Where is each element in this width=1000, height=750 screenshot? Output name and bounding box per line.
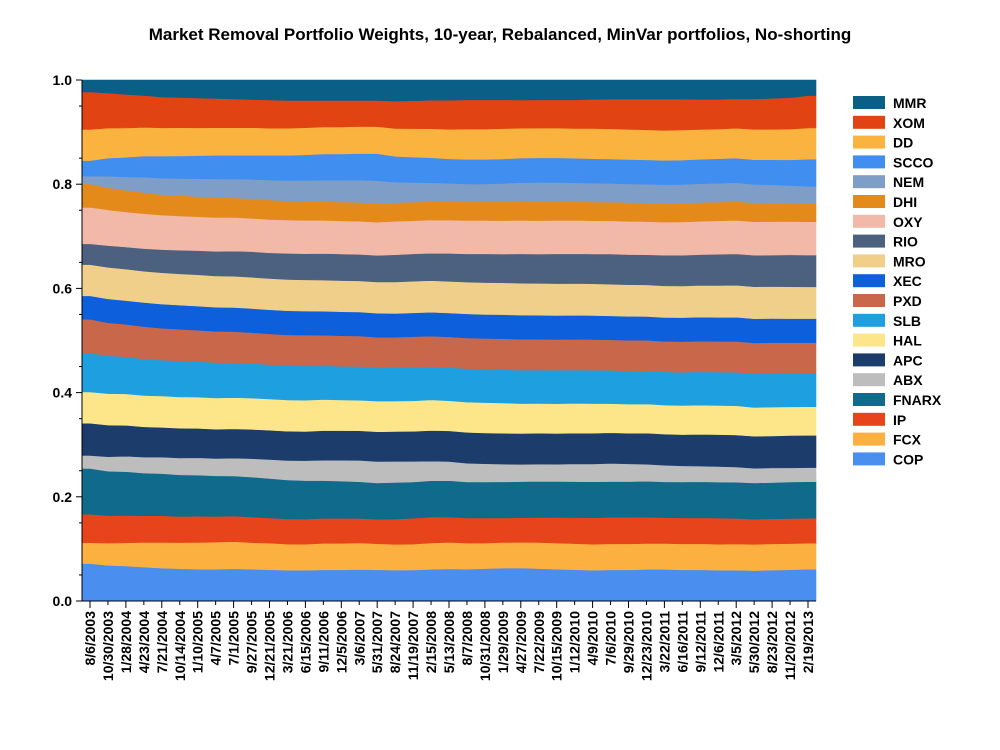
x-tick-label: 8/7/2008 [459,611,475,666]
x-tick-label: 10/30/2003 [100,611,116,681]
x-tick-label: 7/22/2009 [531,611,547,673]
x-tick-label: 5/31/2007 [369,611,385,673]
legend-label-fnarx: FNARX [893,392,942,408]
legend-label-oxy: OXY [893,214,923,230]
area-series-group [81,79,817,602]
y-tick-label: 0.8 [53,176,73,192]
x-tick-label: 4/27/2009 [513,611,529,673]
x-tick-label: 2/19/2013 [800,611,816,673]
area-fcx [81,541,817,571]
x-tick-label: 7/21/2004 [154,611,170,673]
legend-label-ip: IP [893,412,906,428]
area-mmr [81,79,817,102]
x-tick-label: 1/12/2010 [567,611,583,673]
legend-label-pxd: PXD [893,293,922,309]
x-tick-label: 10/31/2008 [477,611,493,681]
x-tick-label: 4/23/2004 [136,611,152,673]
x-tick-label: 2/15/2008 [423,611,439,673]
legend-label-mmr: MMR [893,95,926,111]
legend-swatch-abx [853,373,885,387]
legend-swatch-xom [853,115,885,129]
x-tick-label: 10/15/2009 [549,611,565,681]
legend-label-scco: SCCO [893,154,934,170]
legend-swatch-slb [853,313,885,327]
area-dd [81,126,817,161]
legend-swatch-scco [853,155,885,169]
legend-swatch-dhi [853,195,885,208]
x-tick-label: 3/22/2011 [656,611,672,673]
legend-swatch-hal [853,333,885,347]
x-tick-label: 1/10/2005 [190,611,206,673]
legend-label-abx: ABX [893,372,923,388]
x-tick-label: 9/29/2010 [621,611,637,673]
legend-label-slb: SLB [893,313,921,329]
x-tick-label: 12/23/2010 [638,611,654,681]
legend-swatch-apc [853,353,885,367]
legend-label-xom: XOM [893,115,925,131]
legend: MMR XOM DD SCCO NEM DHI OXY RIO MRO XEC PXD SLB HAL A… [853,95,942,467]
x-tick-label: 6/16/2011 [674,611,690,673]
x-tick-label: 3/5/2012 [728,611,744,666]
legend-swatch-rio [853,234,885,248]
x-tick-label: 12/6/2011 [710,611,726,673]
legend-swatch-dd [853,135,885,149]
x-tick-label: 5/13/2008 [441,611,457,673]
legend-label-nem: NEM [893,174,924,190]
legend-swatch-ip [853,412,885,426]
legend-swatch-oxy [853,214,885,228]
x-tick-label: 3/21/2006 [279,611,295,673]
legend-label-apc: APC [893,352,923,368]
legend-label-fcx: FCX [893,432,922,448]
y-tick-label: 0.0 [53,593,73,609]
legend-swatch-fnarx [853,393,885,406]
legend-swatch-fcx [853,432,885,446]
x-tick-label: 10/14/2004 [172,611,188,681]
y-tick-label: 0.6 [53,280,73,296]
x-tick-label: 1/29/2009 [495,611,511,673]
x-tick-label: 9/27/2005 [244,611,260,673]
legend-swatch-nem [853,175,885,189]
legend-swatch-pxd [853,294,885,307]
x-tick-label: 12/5/2006 [333,611,349,673]
x-tick-label: 8/23/2012 [764,611,780,673]
y-tick-label: 0.2 [53,489,73,505]
area-ip [81,513,817,545]
x-tick-label: 12/21/2005 [262,611,278,681]
legend-swatch-cop [853,452,885,466]
legend-swatch-mro [853,254,885,268]
chart-title: Market Removal Portfolio Weights, 10-yea… [149,25,852,44]
x-tick-label: 8/6/2003 [82,611,98,666]
legend-label-xec: XEC [893,273,922,289]
legend-label-dhi: DHI [893,194,917,210]
x-tick-label: 3/6/2007 [351,611,367,666]
x-tick-label: 9/12/2011 [692,611,708,673]
legend-swatch-mmr [853,96,885,109]
x-tick-label: 9/11/2006 [315,611,331,673]
x-tick-label: 11/19/2007 [405,611,421,681]
y-tick-label: 1.0 [53,72,73,88]
legend-swatch-xec [853,274,885,288]
x-tick-label: 11/20/2012 [782,611,798,681]
x-tick-label: 8/24/2007 [387,611,403,673]
x-tick-label: 1/28/2004 [118,611,134,673]
x-tick-label: 4/9/2010 [585,611,601,666]
x-tick-label: 7/6/2010 [603,611,619,666]
x-tick-label: 5/30/2012 [746,611,762,673]
legend-label-cop: COP [893,451,923,467]
x-tick-label: 7/1/2005 [226,611,242,666]
legend-label-mro: MRO [893,253,926,269]
x-tick-label: 6/15/2006 [297,611,313,673]
legend-label-hal: HAL [893,333,922,349]
axes: 0.0 0.2 0.4 0.6 0.8 1.0 8/6/2003 10/30/2003 1/28… [53,72,816,681]
y-tick-label: 0.4 [53,385,73,401]
legend-label-dd: DD [893,135,913,151]
x-tick-label: 4/7/2005 [208,611,224,666]
legend-label-rio: RIO [893,234,918,250]
